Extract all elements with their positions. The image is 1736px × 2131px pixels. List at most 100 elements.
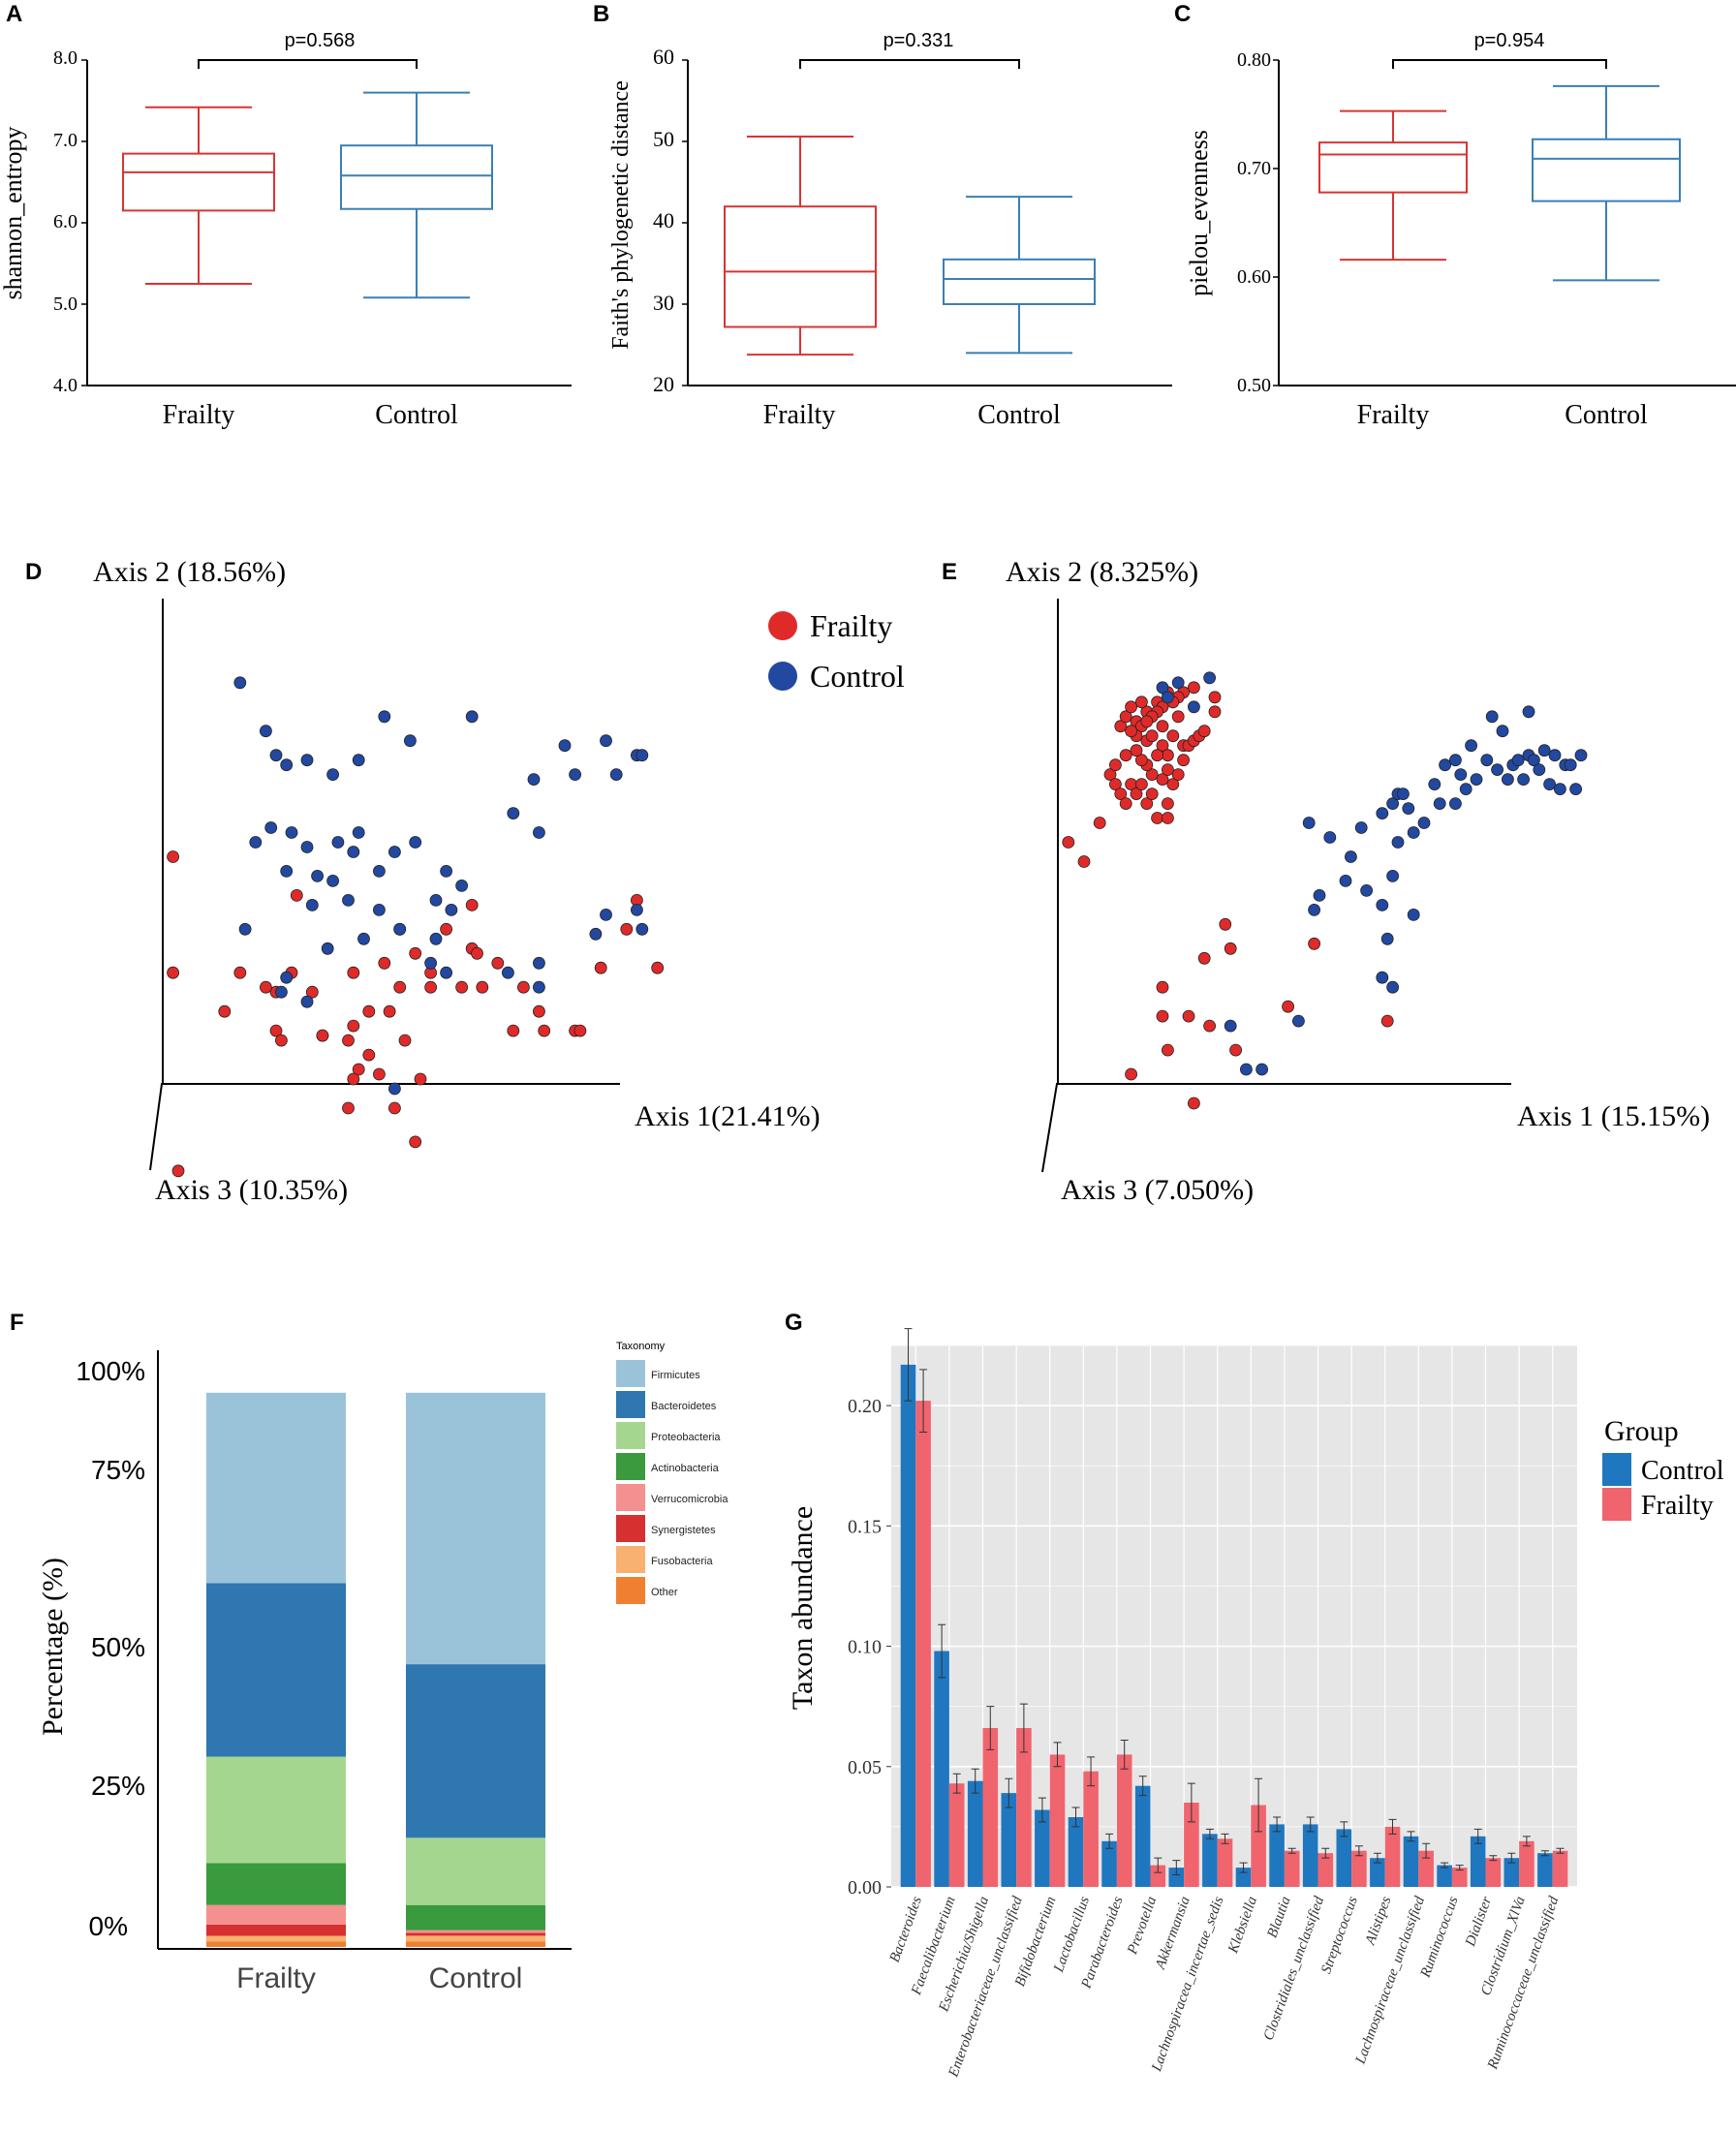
panel-e-point-frailty xyxy=(1208,691,1222,704)
panel-a-ylabel: shannon_entropy xyxy=(0,126,27,299)
panel-e-point-control xyxy=(1485,710,1499,724)
panel-e-point-frailty xyxy=(1093,817,1106,829)
panel-f-bar-frailty-fusobacteria xyxy=(206,1935,346,1942)
panel-e-point-frailty xyxy=(1109,778,1122,790)
panel-d-point-frailty xyxy=(362,1004,376,1018)
panel-e-letter: E xyxy=(942,559,957,585)
panel-e-point-frailty xyxy=(1114,720,1128,733)
panel-d-point-frailty xyxy=(383,1004,396,1018)
panel-e-point-control xyxy=(1376,971,1389,984)
panel-g-error-bar xyxy=(1354,1845,1363,1857)
panel-g-bar-frailty xyxy=(1485,1858,1502,1887)
panel-e-point-frailty xyxy=(1156,720,1169,733)
panel-g-legend-swatch-control xyxy=(1602,1453,1631,1486)
scatter-legend: Frailty Control xyxy=(768,608,905,694)
panel-g-xtick-label: Alistipes xyxy=(1362,1895,1394,1948)
panel-g-ytick: 0.15 xyxy=(848,1516,882,1537)
panel-a-ytick-8: 8.0 xyxy=(53,47,78,69)
panel-g-xtick-label: Klebsiella xyxy=(1225,1895,1260,1957)
panel-f-legend-label-other: Other xyxy=(651,1587,678,1598)
panel-g-bar-frailty xyxy=(948,1783,965,1887)
panel-g-legend-title: Group xyxy=(1604,1415,1679,1447)
panel-d-point-frailty xyxy=(414,1072,427,1086)
panel-g-error-bar xyxy=(1373,1852,1381,1864)
panel-e-point-control xyxy=(1308,904,1320,916)
panel-g-error-bar xyxy=(1205,1828,1214,1839)
panel-e-point-control xyxy=(1428,778,1442,790)
panel-g-error-bar xyxy=(1120,1739,1129,1770)
panel-e-point-frailty xyxy=(1109,758,1122,772)
panel-g-error-bar xyxy=(938,1623,946,1679)
panel-d-point-frailty xyxy=(455,980,469,994)
panel-g-xtick-label: Bacteroides xyxy=(887,1895,925,1964)
panel-g-bar-control xyxy=(1202,1834,1218,1887)
panel-d-point-frailty xyxy=(409,1135,422,1149)
panel-g-error-bar xyxy=(1473,1828,1482,1844)
panel-c-ytick-080: 0.80 xyxy=(1237,49,1271,71)
panel-e-point-control xyxy=(1256,1063,1268,1076)
legend-control-label: Control xyxy=(810,659,905,694)
panel-d-point-control xyxy=(429,932,443,945)
panel-f-bar-frailty-synergistetes xyxy=(206,1924,346,1936)
panel-g-bar-frailty xyxy=(1083,1771,1099,1887)
panel-d-point-control xyxy=(636,749,649,762)
panel-b-cat-frailty: Frailty xyxy=(763,400,836,430)
panel-g-error-bar xyxy=(1138,1776,1147,1797)
panel-g-bar-frailty xyxy=(1049,1754,1066,1887)
panel-g-bar-frailty xyxy=(1184,1803,1199,1887)
panel-e-point-frailty xyxy=(1135,695,1148,709)
panel-e-point-control xyxy=(1302,817,1316,829)
panel-f-xtick-control: Control xyxy=(429,1962,523,1994)
panel-d-point-frailty xyxy=(305,985,319,999)
panel-d-point-control xyxy=(238,922,252,936)
panel-e-point-frailty xyxy=(1156,773,1169,786)
panel-e-point-control xyxy=(1465,739,1477,753)
panel-f-bar-frailty-proteobacteria xyxy=(206,1756,346,1864)
panel-e-point-frailty xyxy=(1103,768,1117,781)
panel-d-point-frailty xyxy=(388,1101,401,1115)
panel-g-error-bar xyxy=(1306,1816,1315,1833)
panel-e-point-frailty xyxy=(1135,778,1148,790)
panel-d-point-control xyxy=(600,909,612,921)
panel-g-bar-frailty xyxy=(982,1728,999,1887)
panel-g-error-bar xyxy=(1255,1777,1263,1833)
panel-d-point-frailty xyxy=(465,899,479,911)
panel-d-point-control xyxy=(342,894,355,907)
panel-d-point-control xyxy=(326,768,340,781)
panel-e-axis2-label: Axis 2 (8.325%) xyxy=(1006,556,1198,588)
panel-e-point-frailty xyxy=(1119,749,1132,762)
panel-d-point-control xyxy=(269,749,283,762)
panel-a-ytick-6: 6.0 xyxy=(53,211,78,232)
panel-b-ytick-40: 40 xyxy=(653,208,674,232)
panel-d-axis1-label: Axis 1(21.41%) xyxy=(635,1100,821,1132)
panel-g-xtick-label: Streptococcus xyxy=(1318,1895,1361,1976)
panel-g-xtick-label: Lachnospiraceae_unclassified xyxy=(1352,1894,1428,2066)
panel-e-point-frailty xyxy=(1062,836,1075,849)
panel-d-point-frailty xyxy=(538,1024,551,1037)
panel-e-point-control xyxy=(1574,749,1588,762)
panel-d-point-control xyxy=(259,725,272,738)
panel-d-point-frailty xyxy=(533,1004,545,1018)
panel-e-point-frailty xyxy=(1145,768,1159,781)
panel-g-ytick: 0.10 xyxy=(848,1637,882,1658)
panel-e-point-frailty xyxy=(1162,749,1174,762)
panel-b-ytick-30: 30 xyxy=(653,291,674,315)
panel-e-point-frailty xyxy=(1125,725,1137,738)
panel-f-ylabel: Percentage (%) xyxy=(37,1558,69,1736)
panel-g-bar-control xyxy=(1470,1836,1486,1887)
panel-f-legend-swatch-synergistetes xyxy=(616,1515,645,1542)
panel-e-point-control xyxy=(1292,1014,1305,1028)
panel-d-point-frailty xyxy=(424,980,438,994)
panel-d-point-frailty xyxy=(594,961,607,974)
panel-e-point-frailty xyxy=(1156,1009,1169,1023)
legend-frailty-marker xyxy=(768,611,797,640)
panel-d-point-control xyxy=(300,754,314,767)
panel-g-bar-control xyxy=(1504,1858,1520,1887)
panel-d-point-frailty xyxy=(491,956,505,970)
panel-f-legend-label-proteobacteria: Proteobacteria xyxy=(651,1432,721,1443)
panel-d-point-frailty xyxy=(620,922,634,936)
panel-f-bar-frailty-verrucomicrobia xyxy=(206,1904,346,1925)
panel-g-bar-frailty xyxy=(1016,1728,1032,1887)
panel-a-ytick-5: 5.0 xyxy=(53,293,78,315)
panel-e-point-control xyxy=(1454,768,1468,781)
